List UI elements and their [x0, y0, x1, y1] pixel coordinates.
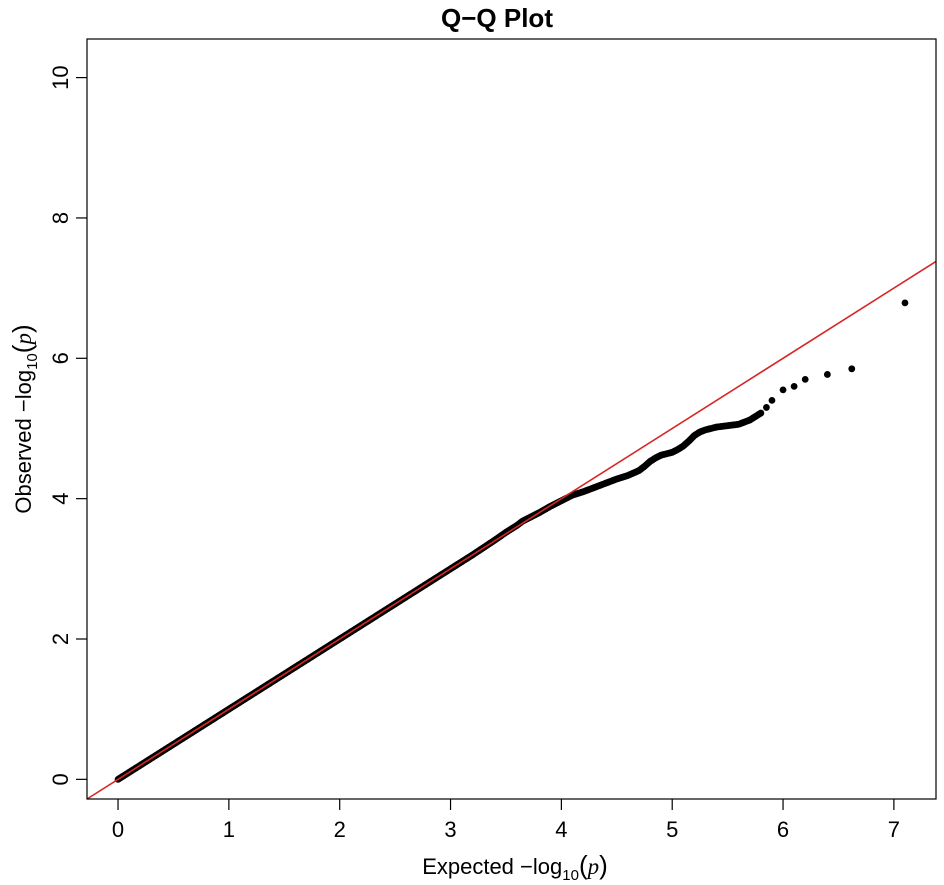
- y-axis-label: Observed −log10(p): [7, 324, 41, 513]
- y-axis-label-base: 10: [24, 353, 41, 370]
- y-axis-label-minus: −: [11, 399, 36, 412]
- reference-line: [86, 260, 937, 800]
- x-axis: 0 1 2 3 4 5 6 7: [112, 799, 900, 842]
- x-tick-label: 6: [777, 817, 789, 842]
- points-layer: [114, 299, 909, 783]
- y-axis-label-log: log: [11, 370, 36, 399]
- x-tick-label: 4: [555, 817, 567, 842]
- data-point: [790, 382, 798, 390]
- x-tick-label: 3: [444, 817, 456, 842]
- x-tick-label: 1: [223, 817, 235, 842]
- x-tick-label: 7: [888, 817, 900, 842]
- x-axis-label-log: log: [533, 854, 562, 879]
- data-point: [801, 375, 809, 383]
- data-point: [823, 371, 831, 378]
- y-tick-label: 8: [48, 212, 73, 224]
- y-tick-label: 2: [48, 633, 73, 645]
- x-axis-label-base: 10: [562, 867, 579, 884]
- x-tick-label: 2: [334, 817, 346, 842]
- x-axis-label-var: p: [586, 854, 600, 879]
- x-tick-label: 0: [112, 817, 124, 842]
- data-point: [757, 409, 765, 417]
- data-point: [779, 386, 787, 394]
- x-tick-label: 5: [666, 817, 678, 842]
- y-tick-label: 4: [48, 493, 73, 505]
- plot-frame: [86, 38, 937, 800]
- x-axis-label-open: (: [579, 850, 588, 880]
- reference-line-layer: [86, 260, 937, 800]
- chart-title: Q−Q Plot: [441, 3, 553, 33]
- x-axis-label-close: ): [599, 850, 608, 880]
- y-axis-label-close: ): [7, 324, 37, 333]
- y-axis-label-prefix: Observed: [11, 418, 36, 513]
- y-tick-label: 0: [48, 773, 73, 785]
- y-axis: 0 2 4 6 8 10: [48, 65, 87, 785]
- data-point: [848, 365, 856, 373]
- y-axis-label-open: (: [7, 344, 37, 353]
- x-axis-label-minus: −: [520, 854, 533, 879]
- y-tick-label: 6: [48, 352, 73, 364]
- x-axis-label: Expected −log10(p): [422, 850, 608, 884]
- x-axis-label-prefix: Expected: [422, 854, 514, 879]
- y-axis-label-var: p: [11, 333, 36, 347]
- data-point: [901, 299, 909, 307]
- data-point: [763, 404, 770, 411]
- y-tick-label: 10: [48, 65, 73, 89]
- data-point: [768, 397, 776, 404]
